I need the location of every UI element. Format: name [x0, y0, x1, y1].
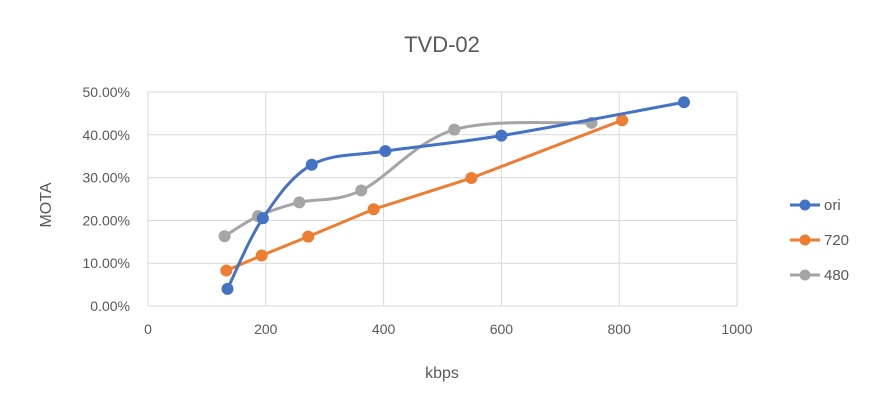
data-point [677, 96, 690, 109]
x-axis-label: kbps [425, 365, 459, 382]
data-point [379, 145, 392, 158]
series-480 [218, 116, 598, 243]
series-layer [218, 96, 690, 295]
x-tick-label: 0 [144, 321, 152, 337]
data-point [495, 129, 508, 142]
legend-item-ori: ori [790, 197, 841, 214]
series-720 [220, 114, 629, 277]
x-tick-label: 400 [372, 321, 396, 337]
series-line-480 [223, 120, 594, 238]
legend-item-720: 720 [790, 232, 849, 249]
y-tick-label: 30.00% [83, 170, 130, 186]
legend-label: 720 [824, 232, 849, 249]
legend-swatch-marker [799, 199, 811, 211]
chart-title: TVD-02 [404, 32, 480, 57]
y-tick-label: 40.00% [83, 127, 130, 143]
data-point [218, 230, 231, 243]
legend-label: 480 [824, 267, 849, 284]
data-point [302, 230, 315, 243]
data-point [221, 282, 234, 295]
legend-swatch-marker [799, 269, 811, 281]
data-point [293, 196, 306, 209]
legend-label: ori [824, 197, 841, 214]
data-point [465, 172, 478, 185]
y-tick-label: 50.00% [83, 84, 130, 100]
data-point [256, 212, 269, 225]
legend-item-480: 480 [790, 267, 849, 284]
axes: 0 200 400 600 800 1000 0.00% 10.00% 20.00% 30.00%… [83, 84, 753, 337]
x-tick-label: 200 [254, 321, 278, 337]
legend: ori 720 480 [790, 197, 849, 284]
data-point [220, 264, 233, 277]
y-tick-label: 10.00% [83, 255, 130, 271]
data-point [616, 114, 629, 127]
data-point [255, 249, 268, 262]
y-tick-label: 0.00% [90, 298, 130, 314]
data-point [448, 123, 461, 136]
data-point [367, 203, 380, 216]
series-line-720 [224, 118, 624, 272]
legend-swatch-marker [799, 234, 811, 246]
x-tick-label: 800 [608, 321, 632, 337]
series-ori [221, 96, 690, 295]
x-tick-label: 1000 [721, 321, 752, 337]
y-axis-label: MOTA [38, 182, 55, 227]
grid [147, 91, 738, 307]
data-point [355, 184, 368, 197]
y-tick-label: 20.00% [83, 212, 130, 228]
data-point [305, 158, 318, 171]
x-tick-label: 600 [490, 321, 514, 337]
